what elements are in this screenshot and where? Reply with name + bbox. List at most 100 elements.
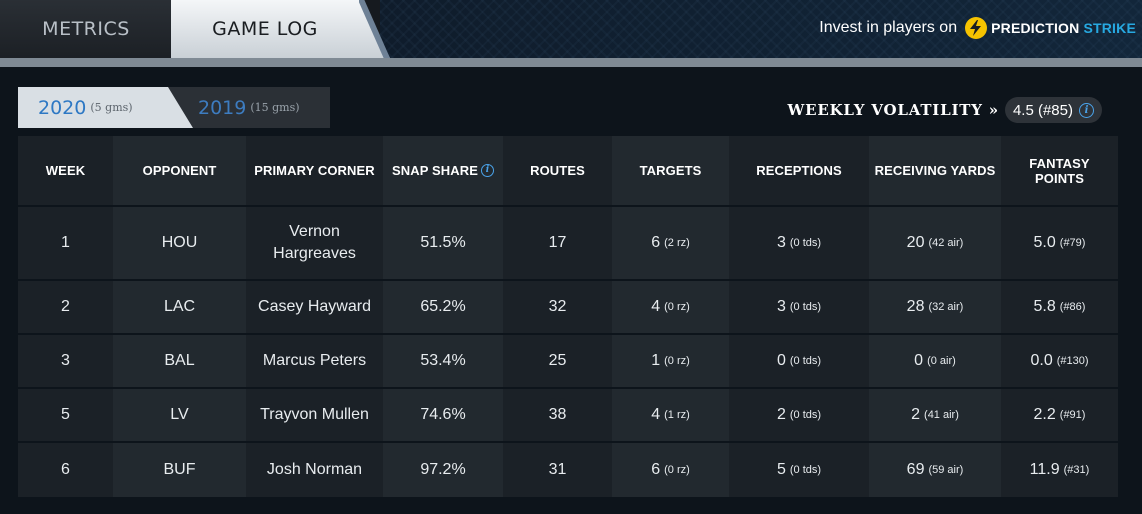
table-cell-snap: 74.6% [383,389,503,441]
column-header-label: FANTASY [1029,155,1090,171]
cell-value: 2 [911,406,921,423]
cell-detail: (0 rz) [664,464,690,476]
table-cell-targets: 4 (1 rz) [612,389,729,441]
table-cell-opponent: LAC [113,281,246,333]
table-cell-snap: 65.2% [383,281,503,333]
table-row: 2 LAC Casey Hayward 65.2% 32 4 (0 rz) 3 (0 tds) 2… [18,281,1118,333]
cell-detail: (0 tds) [789,355,822,367]
table-row: 5 LV Trayvon Mullen 74.6% 38 4 (1 rz) 2 (0 tds) 2… [18,389,1118,441]
column-header-snap[interactable]: SNAP SHARE i [383,136,503,205]
table-cell-routes: 32 [503,281,612,333]
table-cell-corner: Josh Norman [246,443,383,497]
cell-value: 0.0 [1030,352,1053,369]
brand-strike: STRIKE [1083,20,1136,36]
cell-value: BAL [164,352,195,369]
table-cell-fantasy: 11.9 (#31) [1001,443,1118,497]
info-icon[interactable]: i [481,164,494,177]
column-header-receptions[interactable]: RECEPTIONS [729,136,869,205]
column-header-targets[interactable]: TARGETS [612,136,729,205]
cell-value: 2 [61,298,70,315]
cell-value: 69 [906,461,925,478]
volatility-label: WEEKLY VOLATILITY » [787,101,999,119]
column-header-fantasy[interactable]: FANTASY POINTS [1001,136,1118,205]
corner-name: Josh Norman [266,461,363,478]
tab-game-log[interactable]: GAME LOG [171,0,359,58]
table-cell-targets: 6 (0 rz) [612,443,729,497]
cell-value: 3 [61,352,70,369]
cell-value: 6 [61,461,70,478]
cell-value: 25 [548,352,567,369]
cell-value: 4 [651,298,661,315]
cell-value: LAC [163,298,196,315]
cell-detail: (0 rz) [664,355,690,367]
table-cell-yards: 69 (59 air) [869,443,1001,497]
cell-value: 5.0 [1033,234,1056,251]
column-header-label: TARGETS [639,163,702,178]
row-divider [18,333,1118,335]
header-divider [0,58,1142,67]
column-header-label: ROUTES [530,163,585,178]
table-cell-corner: Marcus Peters [246,335,383,387]
table-cell-receptions: 2 (0 tds) [729,389,869,441]
table-cell-routes: 38 [503,389,612,441]
column-header-label: RECEPTIONS [756,163,842,178]
table-cell-week: 3 [18,335,113,387]
corner-name: Trayvon Mullen [260,406,369,423]
row-divider [18,441,1118,443]
season-2019-button[interactable]: 2019 (15 gms) [198,87,300,128]
cell-value: 2 [776,406,786,423]
column-header-label: POINTS [1035,170,1084,186]
cell-value: 32 [548,298,567,315]
cell-detail: (1 rz) [664,409,690,421]
table-cell-fantasy: 5.0 (#79) [1001,207,1118,279]
cell-value: 97.2% [420,461,466,478]
table-cell-snap: 51.5% [383,207,503,279]
cell-value: 31 [548,461,567,478]
cell-value: 53.4% [420,352,466,369]
column-header-corner[interactable]: PRIMARY CORNER [246,136,383,205]
cell-detail: (41 air) [924,409,959,421]
table-cell-opponent: HOU [113,207,246,279]
table-row: 6 BUF Josh Norman 97.2% 31 6 (0 rz) 5 (0 tds) 69(… [18,443,1118,497]
column-stripe [113,136,246,497]
column-header-routes[interactable]: ROUTES [503,136,612,205]
cell-detail: (#31) [1063,464,1090,476]
column-header-week[interactable]: WEEK [18,136,113,205]
cell-detail: (0 rz) [664,301,690,313]
table-cell-opponent: BUF [113,443,246,497]
table-cell-corner: Trayvon Mullen [246,389,383,441]
table-cell-corner: Vernon Hargreaves [246,207,383,279]
column-header-yards[interactable]: RECEIVING YARDS [869,136,1001,205]
cell-value: 1 [61,234,70,251]
info-icon[interactable]: i [1079,102,1094,118]
table-cell-opponent: BAL [113,335,246,387]
promo-text: Invest in players on [819,19,958,36]
tab-metrics[interactable]: METRICS [0,0,172,58]
cell-value: 6 [651,461,661,478]
column-header-label: WEEK [45,163,86,178]
corner-name: Marcus Peters [262,352,367,369]
table-cell-yards: 2 (41 air) [869,389,1001,441]
cell-value: 20 [906,234,925,251]
cell-detail: (32 air) [928,301,964,313]
table-cell-week: 5 [18,389,113,441]
cell-value: 5.8 [1033,298,1056,315]
season-games: (15 gms) [250,101,300,114]
table-cell-receptions: 5 (0 tds) [729,443,869,497]
table-cell-fantasy: 5.8 (#86) [1001,281,1118,333]
prediction-strike-promo[interactable]: Invest in players on PREDICTION STRIKE [819,14,1136,42]
prediction-strike-logo[interactable]: PREDICTION STRIKE [965,17,1136,39]
cell-detail: (#130) [1056,355,1089,367]
column-header-label: SNAP SHARE [391,163,478,178]
row-divider [18,387,1118,389]
volatility-badge: 4.5 (#85) i [1004,97,1102,123]
table-row: 3 BAL Marcus Peters 53.4% 25 1 (0 rz) 0 (0 tds) 0… [18,335,1118,387]
column-stripe [383,136,503,497]
cell-detail: (#91) [1059,409,1086,421]
corner-name: Casey Hayward [258,298,371,315]
cell-detail: (0 tds) [789,409,822,421]
season-2020-button[interactable]: 2020 (5 gms) [18,87,193,128]
column-header-opponent[interactable]: OPPONENT [113,136,246,205]
cell-value: 4 [651,406,661,423]
corner-name: Hargreaves [273,245,356,262]
